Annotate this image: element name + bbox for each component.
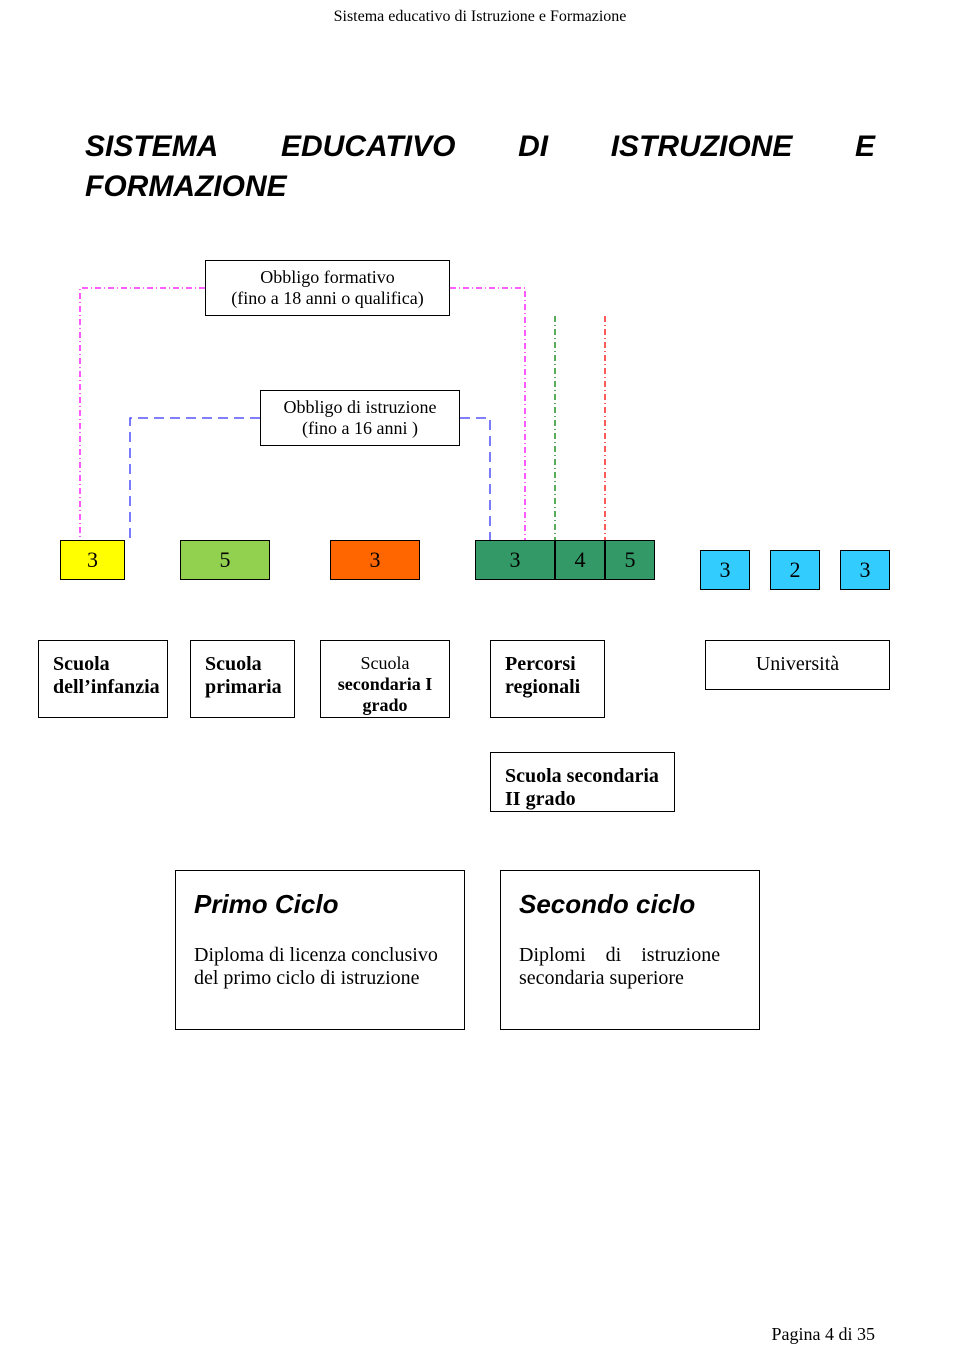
obbligo-istruzione-box: Obbligo di istruzione (fino a 16 anni ): [260, 390, 460, 446]
duration-box-percorsi-a: 3: [475, 540, 555, 580]
label-scuola-sec1: Scuola secondaria I grado: [320, 640, 450, 718]
label-scuola-sec2: Scuola secondaria II grado: [490, 752, 675, 812]
label-universita: Università: [705, 640, 890, 690]
title-word: ISTRUZIONE: [611, 130, 793, 164]
duration-box-sec1: 3: [330, 540, 420, 580]
primo-ciclo-body2: del primo ciclo di istruzione: [194, 967, 446, 990]
label-percorsi-regionali: Percorsi regionali: [490, 640, 605, 718]
title-word: DI: [518, 130, 548, 164]
primo-ciclo-body1: Diploma di licenza conclusivo: [194, 944, 446, 967]
secondo-ciclo-box: Secondo ciclo Diplomi di istruzione seco…: [500, 870, 760, 1030]
duration-box-percorsi-b: 4: [555, 540, 605, 580]
duration-box-uni-b: 2: [770, 550, 820, 590]
secondo-ciclo-body1: Diplomi di istruzione: [519, 944, 741, 967]
label-scuola-primaria: Scuola primaria: [190, 640, 295, 718]
secondo-ciclo-body2: secondaria superiore: [519, 967, 741, 990]
obbligo-formativo-box: Obbligo formativo (fino a 18 anni o qual…: [205, 260, 450, 316]
duration-box-sec2: 5: [605, 540, 655, 580]
duration-box-uni-c: 3: [840, 550, 890, 590]
obbligo-formativo-line2: (fino a 18 anni o qualifica): [231, 288, 423, 309]
obbligo-istruzione-line2: (fino a 16 anni ): [302, 418, 418, 439]
duration-box-primaria: 5: [180, 540, 270, 580]
title-word: SISTEMA: [85, 130, 218, 164]
primo-ciclo-title: Primo Ciclo: [194, 889, 446, 920]
secondo-ciclo-title: Secondo ciclo: [519, 889, 741, 920]
document-title-line1: SISTEMA EDUCATIVO DI ISTRUZIONE E: [85, 130, 875, 164]
document-title-line2: FORMAZIONE: [85, 170, 875, 204]
title-word: E: [855, 130, 875, 164]
page-footer: Pagina 4 di 35: [772, 1324, 876, 1345]
page-header: Sistema educativo di Istruzione e Formaz…: [0, 8, 960, 26]
label-scuola-infanzia: Scuola dell’infanzia: [38, 640, 168, 718]
title-word: EDUCATIVO: [281, 130, 455, 164]
obbligo-formativo-line1: Obbligo formativo: [260, 267, 394, 288]
primo-ciclo-box: Primo Ciclo Diploma di licenza conclusiv…: [175, 870, 465, 1030]
duration-box-uni-a: 3: [700, 550, 750, 590]
obbligo-istruzione-line1: Obbligo di istruzione: [284, 397, 437, 418]
duration-box-infanzia: 3: [60, 540, 125, 580]
